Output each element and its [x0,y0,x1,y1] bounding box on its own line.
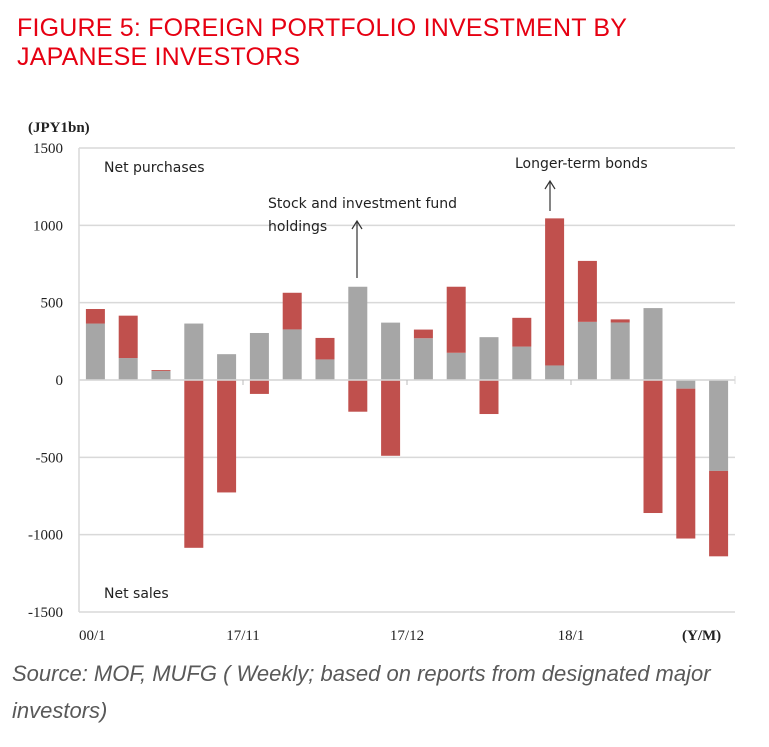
annotation-net-purchases: Net purchases [104,160,205,176]
y-tick-label: 500 [41,296,64,312]
x-tick-label: 18/1 [558,628,585,644]
x-tick-label: 17/11 [226,628,260,644]
bar-stock [217,354,237,380]
y-tick-labels: 1500 1000 500 0 -500 -1000 -1500 [28,141,63,621]
bar-stock [381,322,401,380]
bar-bonds [512,317,532,347]
bar-stock [479,337,499,380]
bar-stock [282,329,302,380]
bar-bonds [217,380,237,493]
bar-bonds [282,292,302,330]
x-tick-label: 17/12 [390,628,424,644]
bar-stock [413,338,433,380]
x-tick-labels: 00/1 17/11 17/12 18/1 [79,628,584,644]
bar-bonds [315,337,335,360]
bar-stock [118,358,138,380]
bar-bonds [643,380,663,514]
bar-bonds [413,329,433,339]
bar-stock [446,352,466,380]
bar-stock [348,286,368,380]
bar-stock [315,359,335,380]
y-tick-label: 0 [56,373,64,389]
bar-stock [610,322,630,380]
annotation-longer-term-bonds: Longer-term bonds [515,156,648,172]
arrow-icon-bonds [544,179,556,211]
bar-bonds [446,286,466,353]
y-tick-label: -1500 [28,605,63,621]
arrow-icon-stock [351,219,363,278]
bar-bonds [184,380,204,548]
bar-stock [643,308,663,380]
y-tick-label: -500 [36,450,64,466]
bar-stock [249,332,269,380]
bar-bonds [348,380,368,412]
bar-bonds [85,309,105,324]
bar-stock [676,380,696,389]
y-tick-label: -1000 [28,528,63,544]
y-axis-label: (JPY1bn) [28,120,90,136]
bar-bonds [151,370,171,372]
x-axis-label: (Y/M) [682,628,721,644]
bar-bonds [545,218,565,366]
bar-stock [709,380,729,471]
axes [78,148,736,612]
annotation-stock-line-2: holdings [268,219,327,235]
bar-stock [85,323,105,380]
bar-stock [512,346,532,380]
bars [85,218,729,557]
bar-bonds [676,388,696,539]
figure-title-line-2: JAPANESE INVESTORS [17,43,301,71]
bar-bonds [249,380,269,394]
x-tick-label: 00/1 [79,628,106,644]
figure-title: FIGURE 5: FOREIGN PORTFOLIO INVESTMENT B… [17,14,757,72]
y-tick-label: 1000 [33,218,63,234]
bar-stock [545,365,565,380]
annotation-stock-line-1: Stock and investment fund [268,196,457,212]
bar-bonds [577,260,597,322]
figure-title-line-1: FIGURE 5: FOREIGN PORTFOLIO INVESTMENT B… [17,14,628,42]
bar-bonds [479,380,499,415]
bar-stock [151,371,171,380]
chart: 1500 1000 500 0 -500 -1000 -1500 00/1 17/11 17/1… [28,120,736,644]
bar-bonds [610,319,630,323]
bar-stock [184,323,204,380]
bar-bonds [118,315,138,359]
y-tick-label: 1500 [33,141,63,157]
bar-stock [577,321,597,380]
annotation-net-sales: Net sales [104,586,169,602]
bar-bonds [709,470,729,557]
bar-bonds [381,380,401,456]
source-note: Source: MOF, MUFG ( Weekly; based on rep… [12,661,711,723]
